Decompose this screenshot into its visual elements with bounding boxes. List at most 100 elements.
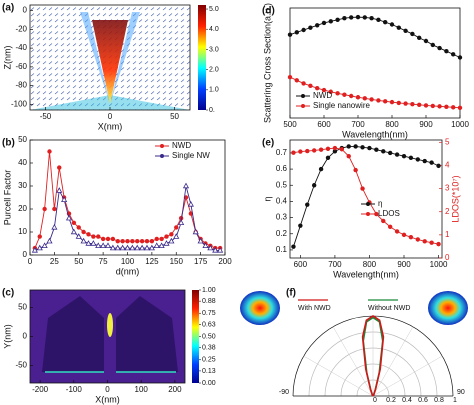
y2-tick-label: 0: [445, 253, 450, 262]
marker: [81, 229, 86, 235]
legend-marker: [301, 104, 305, 108]
marker: [408, 155, 414, 160]
panel-label: (c): [2, 288, 14, 299]
r-tick-label: 0.8: [434, 397, 444, 404]
y-tick-label: -50: [15, 361, 27, 370]
marker: [207, 244, 214, 251]
marker: [168, 237, 175, 244]
panel-label: (b): [2, 138, 15, 149]
marker: [90, 240, 97, 246]
marker: [394, 229, 400, 234]
marker: [355, 14, 361, 20]
marker: [154, 236, 159, 242]
r-tick-label: 0: [373, 397, 377, 404]
x-tick-label: 200: [168, 385, 182, 394]
y-tick-label: 20: [18, 204, 27, 213]
marker: [374, 147, 379, 152]
marker: [178, 219, 185, 226]
y-axis-label: Z(nm): [2, 46, 12, 70]
y-axis-label: η: [262, 196, 272, 201]
y-tick-label: 0: [23, 6, 28, 15]
marker: [444, 104, 449, 110]
legend-label: Single nanowire: [313, 101, 370, 110]
angle-grid: [303, 355, 374, 397]
marker: [360, 145, 365, 150]
marker: [31, 246, 38, 253]
marker: [451, 52, 456, 57]
marker: [158, 242, 165, 249]
y2-tick-label: 3: [445, 184, 450, 193]
marker: [144, 239, 150, 244]
legend-marker: [160, 154, 164, 158]
x-tick-label: 125: [145, 257, 159, 266]
x-tick-label: 600: [317, 120, 331, 129]
marker: [91, 234, 96, 239]
marker: [301, 81, 306, 86]
panel-label: (f): [286, 288, 296, 299]
colorbar-tick-label: 0.00: [202, 380, 216, 387]
x-tick-label: -200: [32, 385, 49, 394]
colorbar: [192, 290, 199, 383]
marker: [124, 244, 131, 251]
colorbar-tick-label: 0.75: [202, 310, 216, 317]
marker: [56, 187, 63, 193]
marker: [301, 27, 306, 33]
marker: [349, 15, 354, 20]
x-tick-label: 200: [218, 257, 232, 266]
marker: [339, 147, 345, 152]
marker: [315, 85, 320, 91]
series-line: [293, 146, 439, 247]
y2-tick-label: 2: [445, 207, 450, 216]
marker: [153, 242, 160, 249]
marker: [430, 42, 435, 48]
marker: [457, 105, 463, 110]
y-tick-label: -60: [15, 62, 27, 71]
marker: [149, 239, 155, 244]
marker: [362, 96, 367, 101]
marker: [75, 233, 82, 239]
legend-label: NWD: [313, 91, 332, 100]
marker: [383, 99, 388, 104]
colorbar-tick-label: 5.0: [209, 6, 219, 13]
marker: [415, 157, 421, 162]
y-tick-label: 0: [23, 250, 28, 259]
marker: [86, 232, 91, 237]
marker: [325, 155, 331, 160]
marker: [332, 149, 338, 154]
marker: [148, 244, 155, 251]
marker: [61, 196, 68, 203]
marker: [46, 237, 53, 244]
marker: [381, 218, 386, 224]
x-tick-label: 800: [385, 120, 399, 129]
marker: [381, 149, 386, 154]
legend-marker: [301, 94, 305, 98]
y-tick-label: 0.3: [276, 213, 288, 222]
marker: [369, 16, 374, 21]
x-tick-label: -100: [66, 385, 83, 394]
colorbar-tick-label: 0.25: [202, 357, 216, 364]
r-tick-label: 0.2: [386, 397, 396, 404]
y2-tick-label: 5: [445, 137, 450, 146]
marker: [298, 149, 303, 154]
marker: [47, 149, 52, 154]
panel-label: (a): [2, 3, 14, 14]
y-tick-label: 50: [18, 135, 27, 144]
marker: [383, 19, 388, 25]
field-map: [30, 290, 185, 383]
marker: [318, 147, 324, 152]
marker: [423, 38, 429, 44]
marker: [57, 165, 62, 170]
marker: [36, 244, 43, 251]
x-tick-label: 800: [363, 260, 377, 269]
marker: [408, 234, 414, 240]
plot-frame: [289, 7, 461, 119]
panel-label: (e): [262, 138, 274, 149]
x-tick-label: -50: [40, 112, 52, 121]
x-tick-label: 50: [170, 112, 179, 121]
marker: [100, 236, 106, 242]
marker: [192, 228, 199, 235]
marker: [417, 102, 422, 108]
colorbar-tick-label: 4.0: [209, 26, 219, 33]
marker: [403, 101, 408, 106]
marker: [115, 239, 120, 244]
